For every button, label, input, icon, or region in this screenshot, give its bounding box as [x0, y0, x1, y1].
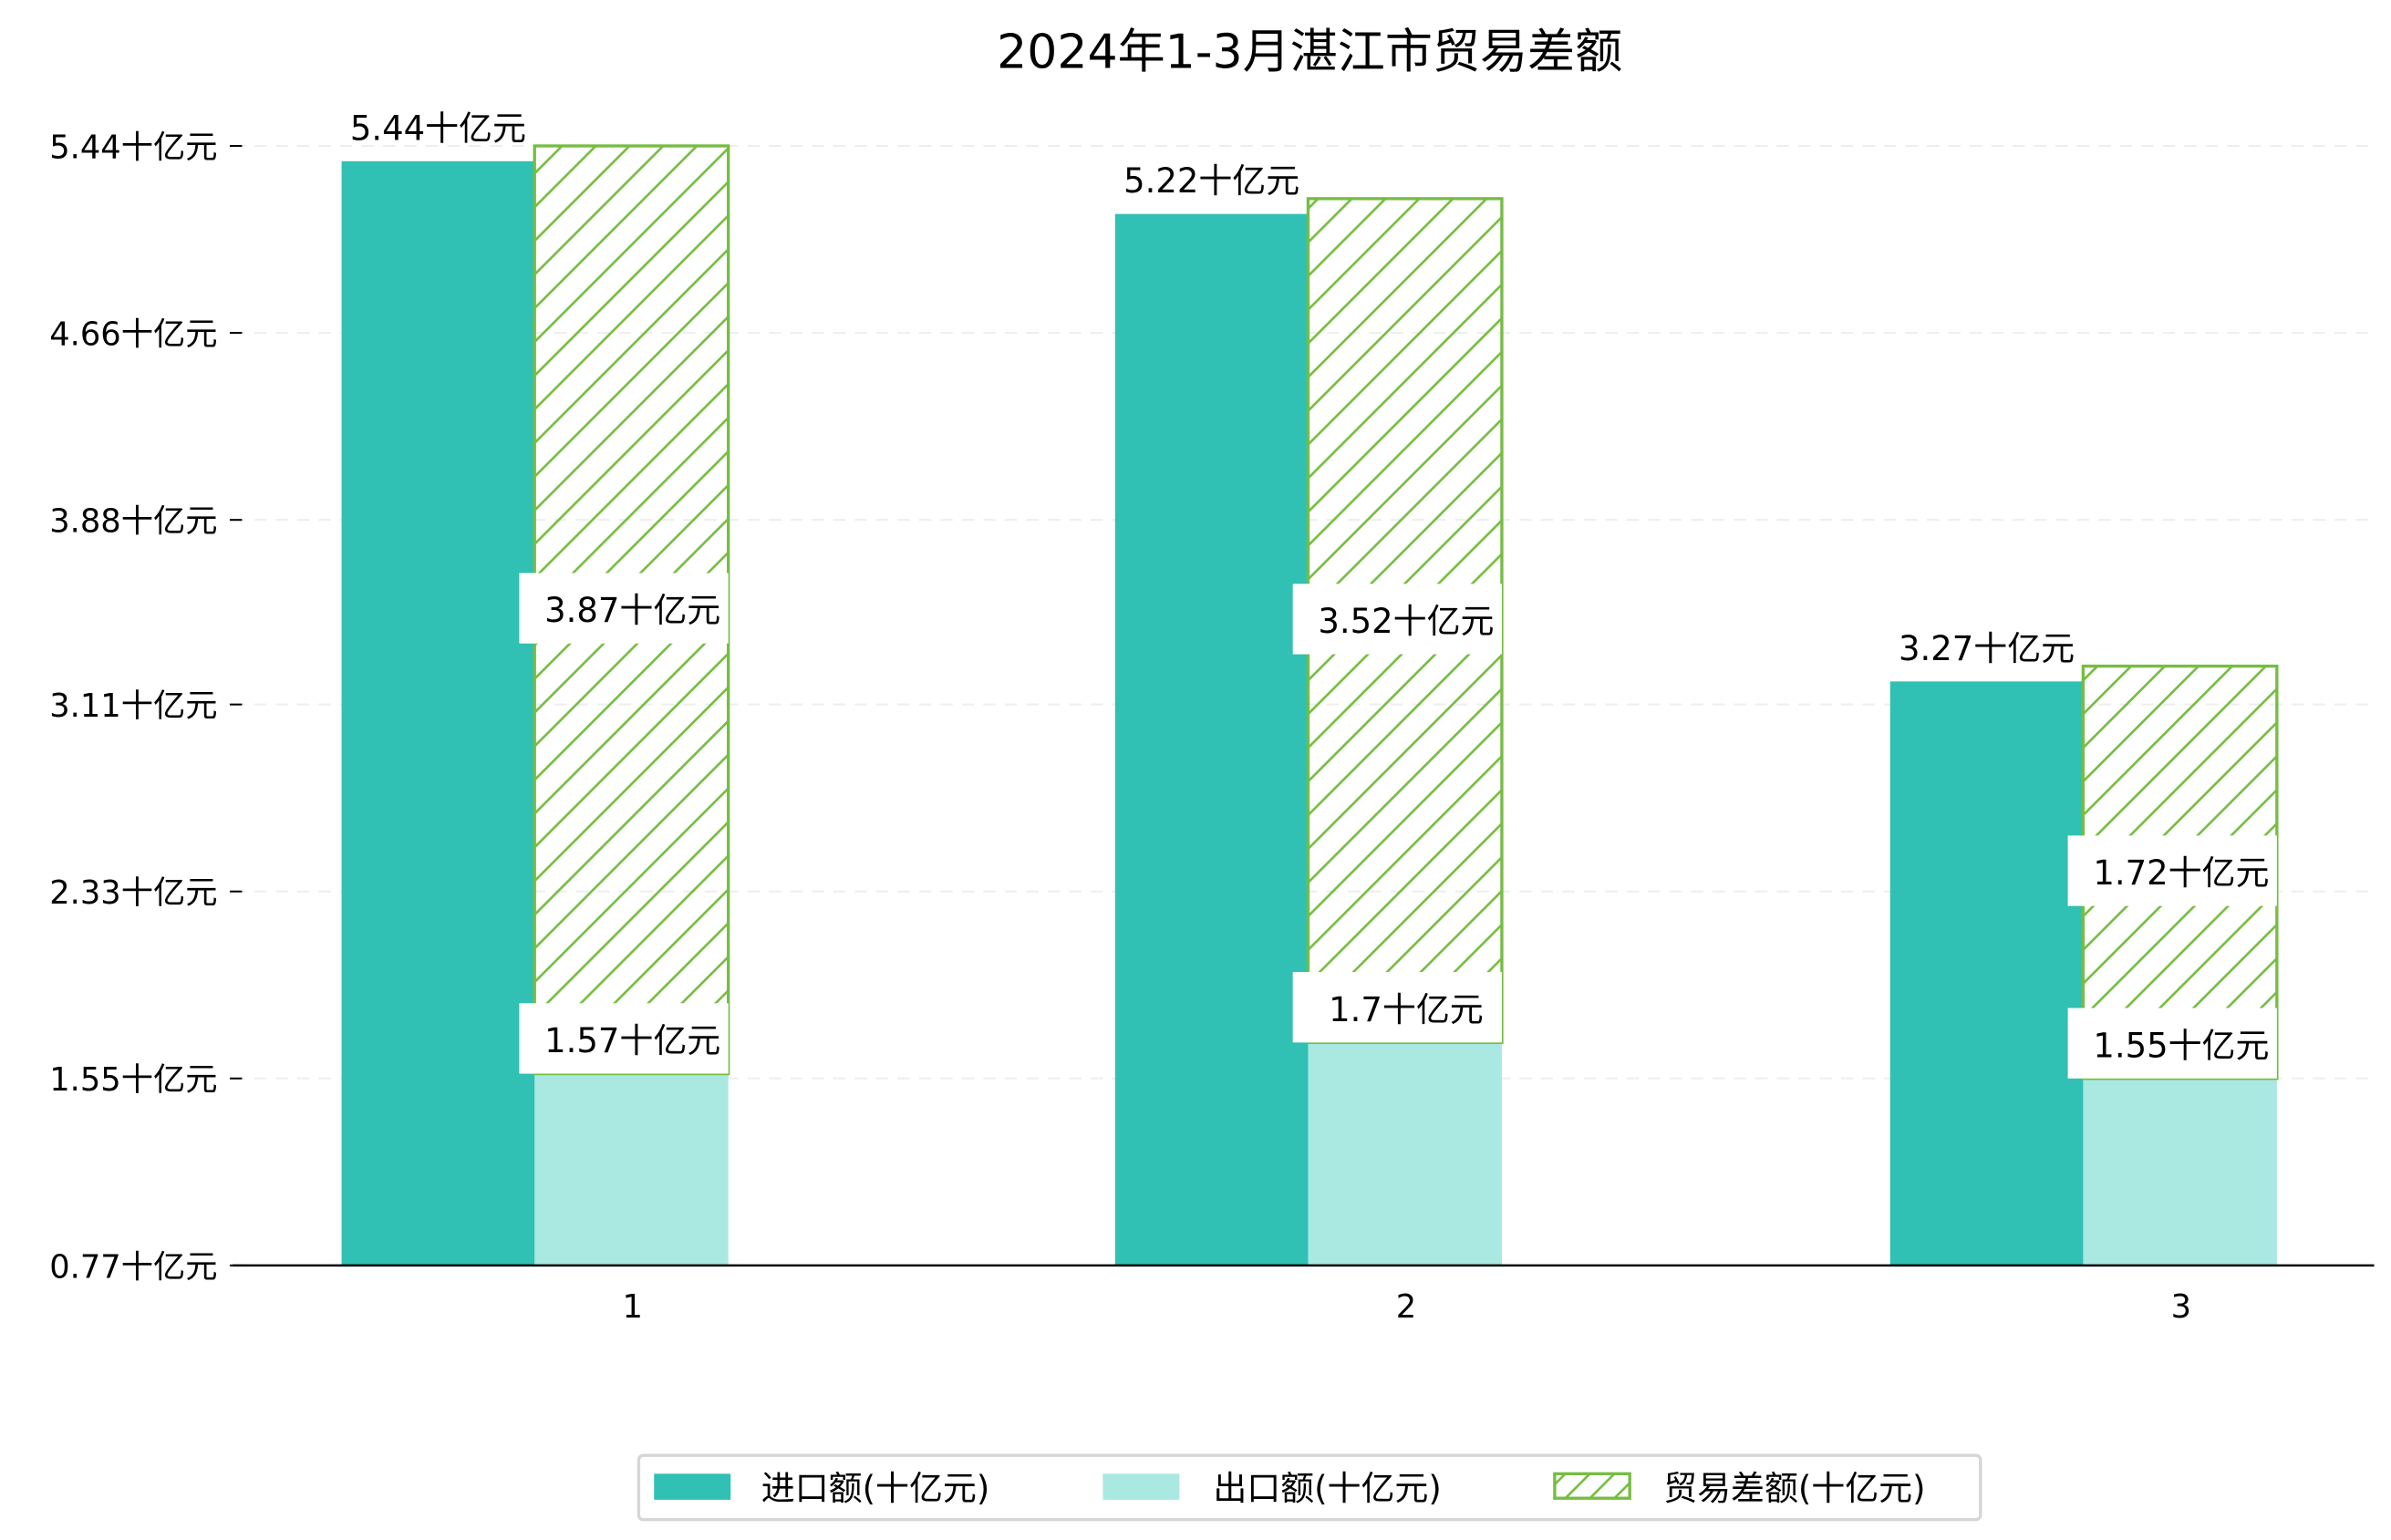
x-tick-label: 3 [2171, 1288, 2191, 1326]
data-label-import: 5.44十亿元 [350, 109, 526, 148]
chart-title: 2024年1-3月湛江市贸易差额 [997, 25, 1622, 79]
x-tick-label: 1 [622, 1288, 642, 1326]
y-tick-label: 2.33十亿元 [49, 874, 217, 912]
data-label-bg [519, 1003, 729, 1074]
y-tick-label: 5.44十亿元 [49, 129, 217, 166]
legend-label-export: 出口额(十亿元) [1213, 1469, 1441, 1508]
bar-export [1308, 1042, 1502, 1266]
data-label-balance: 3.52十亿元 [1318, 602, 1494, 641]
data-label-export: 1.57十亿元 [544, 1021, 720, 1060]
bar-import [1889, 681, 2085, 1266]
data-label-bg [519, 573, 729, 644]
legend-box [637, 1453, 1982, 1522]
data-label-balance: 3.87十亿元 [544, 591, 720, 630]
bar-export [534, 1073, 729, 1266]
bar-export [2083, 1078, 2277, 1266]
data-label-import: 5.22十亿元 [1123, 161, 1299, 201]
x-tick-label: 2 [1396, 1288, 1416, 1326]
data-label-bg [2067, 1008, 2277, 1079]
data-label-export: 1.55十亿元 [2093, 1026, 2269, 1065]
y-tick-label: 3.88十亿元 [49, 503, 217, 541]
legend-label-balance: 贸易差额(十亿元) [1663, 1469, 1925, 1508]
data-label-export: 1.7十亿元 [1329, 990, 1484, 1029]
legend-swatch-export [1102, 1473, 1180, 1500]
legend-label-import: 进口额(十亿元) [761, 1469, 989, 1508]
y-tick-label: 4.66十亿元 [49, 316, 217, 354]
y-tick-label: 1.55十亿元 [49, 1061, 217, 1099]
legend: 进口额(十亿元) 出口额(十亿元) 贸易差额(十亿元) [637, 1453, 1982, 1522]
bar-import [1114, 213, 1309, 1266]
bar-import [341, 160, 536, 1266]
y-tick-label: 0.77十亿元 [49, 1248, 217, 1286]
y-tick-label: 3.11十亿元 [49, 687, 217, 725]
data-label-balance: 1.72十亿元 [2093, 853, 2269, 893]
legend-swatch-balance [1553, 1472, 1631, 1500]
data-label-bg [1292, 972, 1502, 1043]
data-label-bg [1292, 584, 1502, 655]
legend-swatch-import [654, 1473, 731, 1500]
data-label-bg [2067, 835, 2277, 906]
data-label-import: 3.27十亿元 [1899, 629, 2075, 668]
